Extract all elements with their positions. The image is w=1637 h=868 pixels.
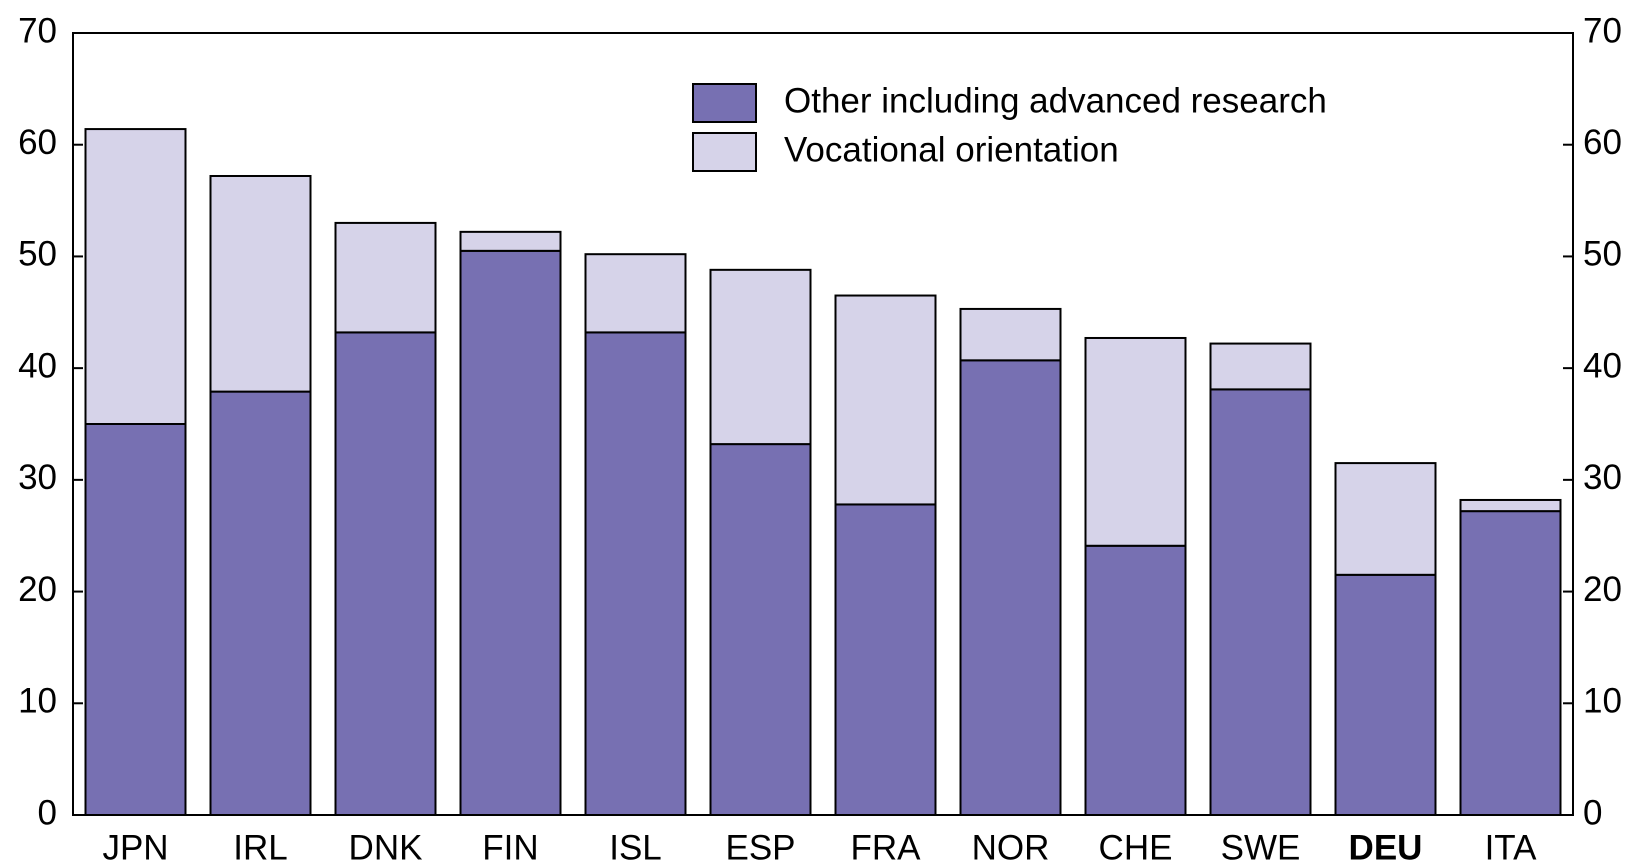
bar-segment (334, 221, 437, 334)
x-tick-label: CHE (1099, 828, 1173, 867)
bar-segment (709, 443, 812, 816)
x-tick-label: ITA (1485, 828, 1538, 867)
y2-tick-label: 30 (1583, 458, 1622, 497)
legend-label: Vocational orientation (784, 130, 1119, 169)
bar-segment (959, 359, 1062, 816)
legend-swatch (692, 83, 757, 123)
bar-segment (1209, 342, 1312, 391)
bar-segment (1084, 544, 1187, 816)
y2-tick-label: 0 (1583, 793, 1602, 832)
y-tick-label: 20 (18, 570, 57, 609)
y-tick-label: 30 (18, 458, 57, 497)
bar-segment (1334, 462, 1437, 576)
y2-tick-label: 20 (1583, 570, 1622, 609)
x-tick-label: NOR (972, 828, 1050, 867)
bar-segment (1209, 388, 1312, 816)
bar-segment (1459, 498, 1562, 513)
bar-segment (459, 249, 562, 817)
y2-tick-label: 70 (1583, 11, 1622, 50)
x-tick-label: JPN (102, 828, 168, 867)
x-tick-label: IRL (233, 828, 287, 867)
y2-tick-label: 50 (1583, 235, 1622, 274)
legend-label: Other including advanced research (784, 81, 1327, 120)
y-tick-label: 0 (38, 793, 57, 832)
y-tick-label: 70 (18, 11, 57, 50)
bar-segment (1334, 573, 1437, 816)
bar-segment (959, 307, 1062, 362)
y-tick-label: 50 (18, 235, 57, 274)
bar-segment (84, 128, 187, 425)
bar-segment (209, 174, 312, 393)
bar-segment (1459, 510, 1562, 816)
y-tick-label: 10 (18, 682, 57, 721)
x-tick-label: SWE (1221, 828, 1301, 867)
bar-segment (584, 253, 687, 334)
bar-segment (84, 423, 187, 816)
bar-segment (334, 331, 437, 816)
y2-tick-label: 40 (1583, 346, 1622, 385)
legend-swatch (692, 132, 757, 172)
x-tick-label: ESP (725, 828, 795, 867)
bar-segment (1084, 336, 1187, 547)
x-tick-label: FRA (851, 828, 922, 867)
bar-segment (709, 268, 812, 446)
x-tick-label: DNK (349, 828, 423, 867)
bar-segment (834, 294, 937, 506)
y2-tick-label: 60 (1583, 123, 1622, 162)
x-tick-label: ISL (609, 828, 662, 867)
x-tick-label: DEU (1349, 828, 1423, 867)
bar-segment (584, 331, 687, 816)
plot-frame (72, 32, 1574, 816)
y-tick-label: 40 (18, 346, 57, 385)
bar-segment (459, 230, 562, 252)
bar-segment (209, 390, 312, 816)
y-tick-label: 60 (18, 123, 57, 162)
bar-segment (834, 503, 937, 816)
x-tick-label: FIN (482, 828, 538, 867)
y2-tick-label: 10 (1583, 682, 1622, 721)
